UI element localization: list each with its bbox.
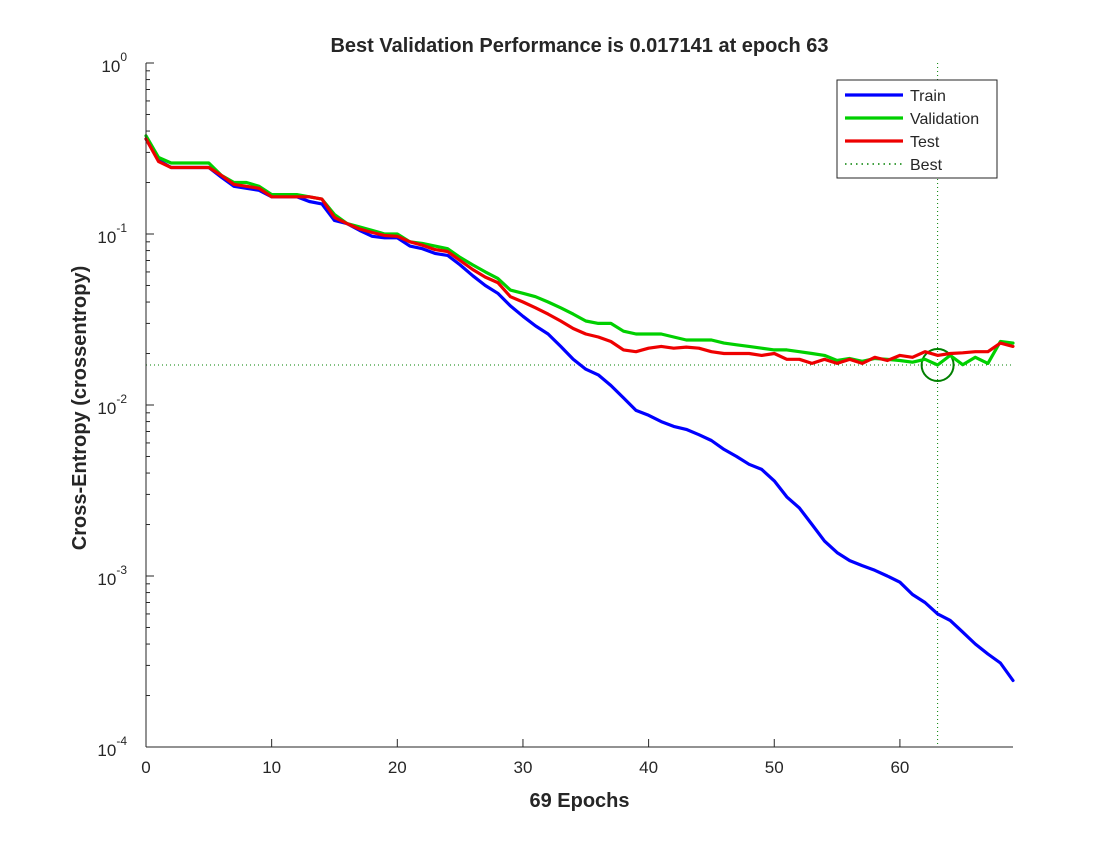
x-axis-ticks: 0 10 20 30 40 50 60: [141, 739, 909, 777]
x-tick-label: 10: [262, 758, 281, 777]
legend-label-test: Test: [910, 134, 940, 151]
best-markers: [146, 63, 1013, 747]
legend-label-validation: Validation: [910, 111, 979, 128]
legend-label-best: Best: [910, 157, 943, 174]
x-tick-label: 50: [765, 758, 784, 777]
legend-label-train: Train: [910, 88, 946, 105]
y-tick-exponent: -2: [116, 392, 127, 406]
series-line-test: [144, 137, 1015, 365]
legend: Train Validation Test Best: [836, 79, 998, 179]
best-epoch-circle: [920, 347, 955, 382]
x-tick-label: 30: [513, 758, 532, 777]
y-axis-title: Cross-Entropy (crossentropy): [69, 266, 91, 551]
y-tick-exponent: -3: [116, 563, 127, 577]
x-tick-label: 20: [388, 758, 407, 777]
y-tick-exponent: 0: [120, 50, 127, 64]
x-axis-title: 69 Epochs: [529, 790, 629, 812]
chart-title: Best Validation Performance is 0.017141 …: [330, 35, 828, 57]
series-lines: [144, 134, 1015, 683]
y-tick-exponent: -1: [116, 221, 127, 235]
x-tick-label: 0: [141, 758, 150, 777]
x-tick-label: 40: [639, 758, 658, 777]
x-tick-label: 60: [890, 758, 909, 777]
y-tick-exponent: -4: [116, 734, 127, 748]
